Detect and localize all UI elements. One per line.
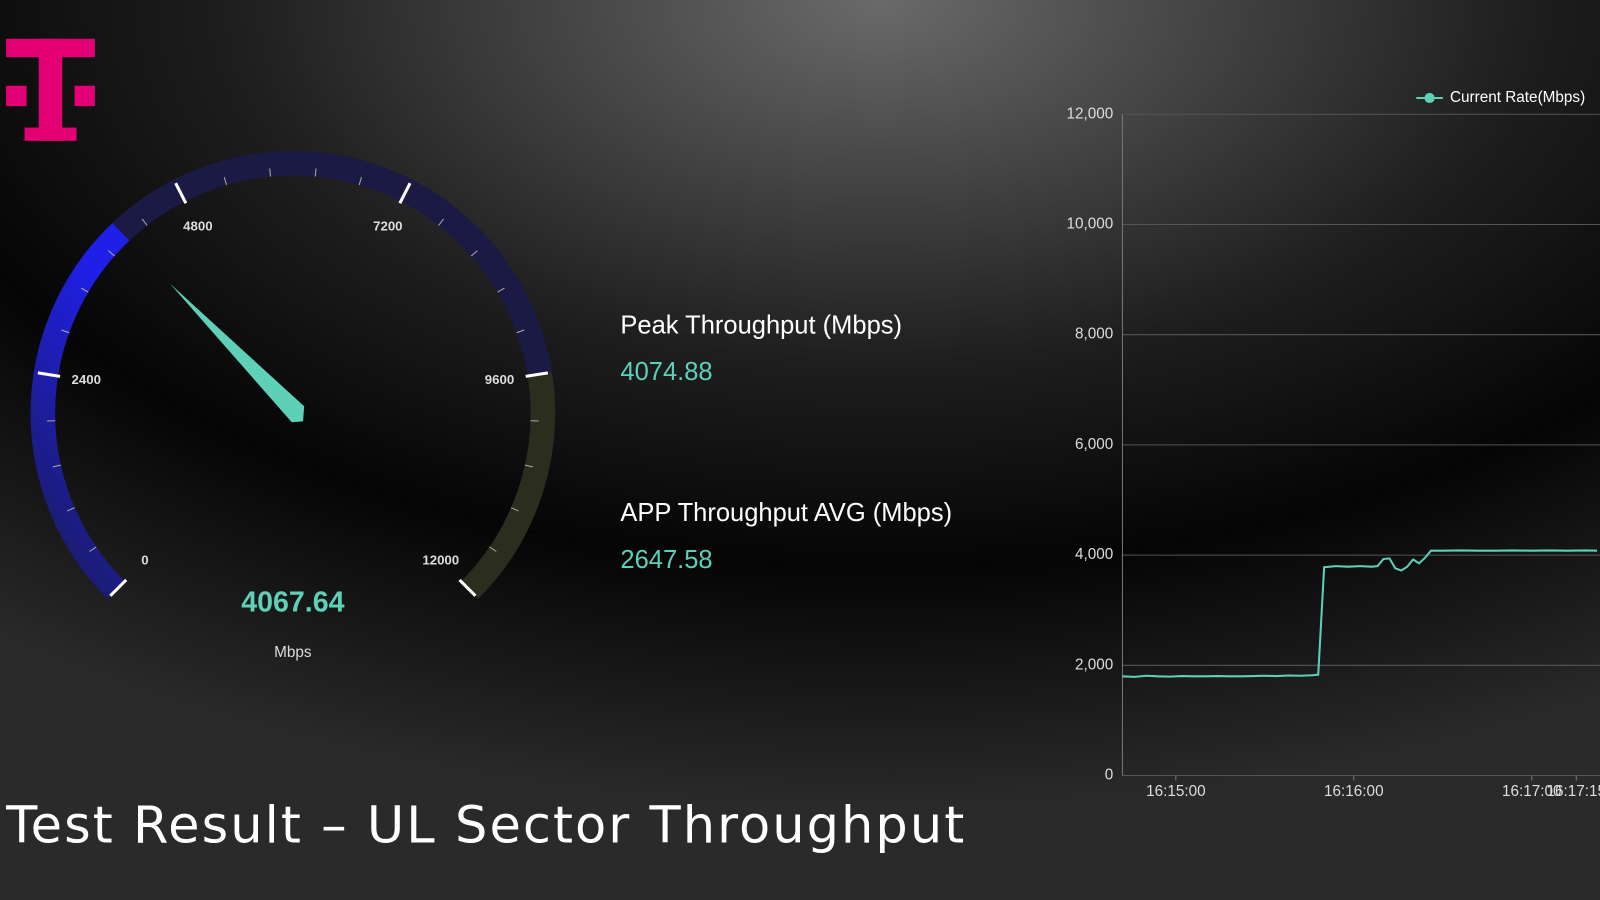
gauge-minor-tick bbox=[358, 176, 362, 186]
y-tick-label: 6,000 bbox=[1075, 436, 1113, 453]
x-tick-label: 16:15:00 bbox=[1146, 783, 1206, 800]
gauge-tick-label: 12000 bbox=[422, 553, 459, 568]
gauge-unit: Mbps bbox=[274, 644, 312, 661]
stat-value: 4074.88 bbox=[620, 358, 712, 386]
gauge-minor-tick bbox=[470, 250, 478, 257]
gauge-value: 4067.64 bbox=[241, 587, 344, 619]
y-tick-label: 8,000 bbox=[1075, 326, 1113, 343]
gauge-minor-tick bbox=[80, 287, 89, 293]
gauge-minor-tick bbox=[516, 329, 525, 334]
legend-marker bbox=[1424, 92, 1435, 104]
gauge-high-zone bbox=[460, 372, 556, 599]
gauge-tick-label: 9600 bbox=[485, 372, 514, 387]
logo bbox=[6, 38, 95, 141]
gauge-tick bbox=[174, 182, 188, 204]
x-tick-label: 16:16:00 bbox=[1324, 783, 1384, 800]
gauge-tick-label: 4800 bbox=[183, 218, 212, 233]
x-tick-label: 16:17:00 bbox=[1502, 783, 1562, 800]
gauge-minor-tick bbox=[66, 507, 75, 512]
y-tick-label: 10,000 bbox=[1066, 216, 1113, 233]
gauge-tick bbox=[525, 371, 549, 378]
gauge-minor-tick bbox=[61, 329, 70, 334]
gauge-tick bbox=[109, 578, 128, 597]
gauge-minor-tick bbox=[510, 507, 519, 512]
gauge-tick bbox=[398, 182, 412, 204]
gauge-tick-label: 7200 bbox=[373, 218, 402, 233]
gauge-tick-label: 0 bbox=[141, 553, 148, 568]
gauge-minor-tick bbox=[89, 546, 97, 552]
x-tick-label: 16:17:15 bbox=[1546, 783, 1600, 800]
gauge-minor-tick bbox=[489, 546, 497, 552]
stat-value: 2647.58 bbox=[620, 546, 712, 574]
gauge-minor-tick bbox=[314, 168, 317, 177]
y-tick-label: 0 bbox=[1105, 767, 1114, 784]
gauge-minor-tick bbox=[524, 464, 533, 468]
gauge-minor-tick bbox=[269, 168, 271, 177]
gauge-minor-tick bbox=[52, 464, 61, 468]
gauge-tick bbox=[37, 371, 61, 378]
stat-label: Peak Throughput (Mbps) bbox=[620, 311, 902, 339]
y-tick-label: 2,000 bbox=[1075, 656, 1113, 673]
stat-label: APP Throughput AVG (Mbps) bbox=[620, 499, 952, 527]
legend-label: Current Rate(Mbps) bbox=[1450, 89, 1585, 106]
gauge-needle bbox=[169, 283, 305, 423]
gauge-minor-tick bbox=[108, 250, 115, 257]
gauge-minor-tick bbox=[141, 218, 148, 226]
gauge-tick-label: 2400 bbox=[72, 372, 101, 387]
gauge-minor-tick bbox=[497, 287, 505, 293]
gauge-minor-tick bbox=[438, 218, 444, 226]
series-line bbox=[1122, 549, 1598, 678]
page-title: Test Result – UL Sector Throughput bbox=[5, 797, 966, 856]
gauge-minor-tick bbox=[223, 176, 228, 186]
gauge-tick bbox=[458, 578, 477, 597]
y-tick-label: 4,000 bbox=[1075, 546, 1113, 563]
gauge-progress bbox=[30, 222, 130, 599]
y-tick-label: 12,000 bbox=[1066, 105, 1113, 122]
